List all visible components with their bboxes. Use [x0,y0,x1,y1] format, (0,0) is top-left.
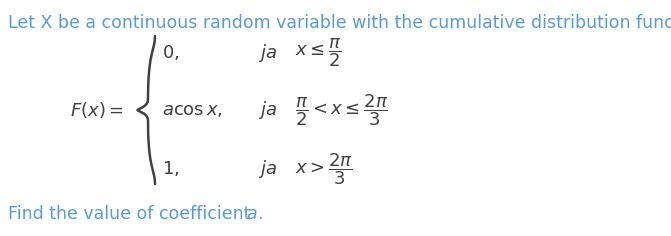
Text: Let X be a continuous random variable with the cumulative distribution function: Let X be a continuous random variable wi… [8,14,671,32]
Text: $a\cos x,$: $a\cos x,$ [162,101,223,119]
Text: Find the value of coefficient: Find the value of coefficient [8,205,256,223]
Text: $a$: $a$ [246,205,258,223]
Text: $x\leq\dfrac{\pi}{2}$: $x\leq\dfrac{\pi}{2}$ [295,37,342,69]
Text: $1,$: $1,$ [162,160,179,178]
Text: .: . [257,205,262,223]
Text: $ja$: $ja$ [258,42,277,64]
Text: $F(x)=$: $F(x)=$ [70,100,123,120]
Text: $ja$: $ja$ [258,158,277,180]
Text: $0,$: $0,$ [162,43,179,63]
Text: $ja$: $ja$ [258,99,277,121]
Text: $x>\dfrac{2\pi}{3}$: $x>\dfrac{2\pi}{3}$ [295,151,353,187]
Text: $\dfrac{\pi}{2}<x\leq\dfrac{2\pi}{3}$: $\dfrac{\pi}{2}<x\leq\dfrac{2\pi}{3}$ [295,92,388,128]
